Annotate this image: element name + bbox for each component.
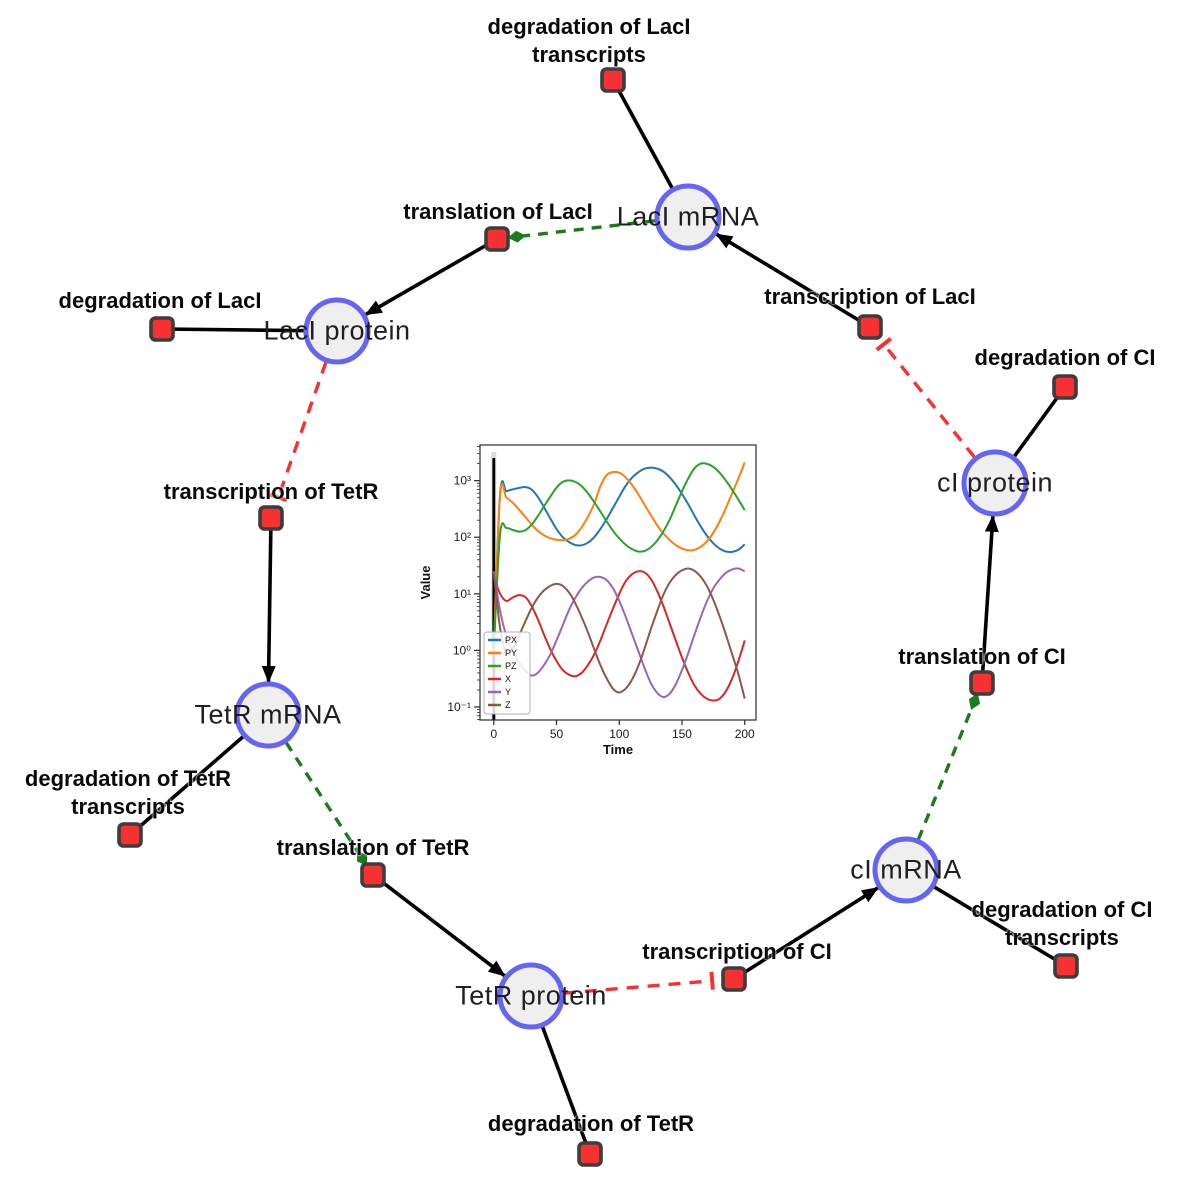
species-node-tetR-protein[interactable]	[497, 962, 565, 1030]
y-tick-label: 10¹	[454, 587, 471, 601]
edge-catalysis-cI-mRNA-to-transl-cI	[916, 693, 981, 841]
legend-label-Z: Z	[505, 700, 511, 710]
time-series-inset: 10⁻¹ 10⁰ 10¹ 10² 10³ 0 50 100 150 200 Time Value PX P…	[408, 432, 768, 762]
reaction-node-deg-lacI-tx[interactable]	[600, 67, 626, 93]
edge-production-tx-tetR-to-tetR-mRNA	[261, 517, 276, 683]
series-line-Y	[492, 567, 746, 699]
reaction-node-deg-cI-tx[interactable]	[1053, 953, 1079, 979]
edge-production-transl-cI-to-cI-protein	[980, 514, 999, 684]
legend-label-PX: PX	[505, 635, 517, 645]
y-axis-title: Value	[418, 566, 433, 600]
species-node-cI-protein[interactable]	[961, 449, 1029, 517]
reaction-node-tx-tetR[interactable]	[258, 505, 284, 531]
series-line-PX	[492, 466, 746, 651]
x-tick-label: 100	[609, 727, 629, 741]
curves-layer	[492, 462, 746, 702]
edge-inhibition-cI-protein-to-tx-lacI	[875, 337, 976, 459]
edge-catalysis-lacI-mRNA-to-transl-lacI	[507, 219, 656, 243]
series-line-PY	[492, 462, 746, 651]
species-node-lacI-protein[interactable]	[303, 297, 371, 365]
legend-label-PZ: PZ	[505, 661, 517, 671]
plot-legend: PX PY PZ XYZ	[483, 631, 531, 715]
reaction-node-transl-lacI[interactable]	[484, 226, 510, 252]
x-tick-label: 200	[735, 727, 755, 741]
y-tick-label: 10²	[454, 530, 471, 544]
species-node-tetR-mRNA[interactable]	[234, 681, 302, 749]
series-line-X	[492, 570, 746, 702]
edge-production-tx-lacI-to-lacI-mRNA	[715, 232, 871, 329]
legend-label-PY: PY	[505, 648, 517, 658]
edge-production-tx-cI-to-cI-mRNA	[733, 886, 880, 981]
reaction-node-deg-tetR[interactable]	[577, 1141, 603, 1167]
legend-label-Y: Y	[505, 687, 511, 697]
x-tick-label: 150	[672, 727, 692, 741]
edge-production-transl-tetR-to-tetR-protein	[371, 873, 506, 978]
reaction-node-deg-tetR-tx[interactable]	[117, 822, 143, 848]
species-node-lacI-mRNA[interactable]	[654, 183, 722, 251]
species-node-cI-mRNA[interactable]	[872, 836, 940, 904]
y-tick-label: 10⁻¹	[447, 700, 471, 714]
axis-ticks: 10⁻¹ 10⁰ 10¹ 10² 10³ 0 50 100 150 200	[447, 446, 755, 741]
edge-inhibition-lacI-protein-to-tx-tetR	[269, 361, 328, 503]
edge-layer	[128, 79, 1067, 1155]
reaction-node-tx-lacI[interactable]	[857, 314, 883, 340]
y-tick-label: 10⁰	[453, 643, 471, 657]
reaction-node-transl-cI[interactable]	[969, 670, 995, 696]
axes-frame	[479, 444, 757, 721]
edge-catalysis-tetR-mRNA-to-transl-tetR	[284, 741, 368, 866]
legend-label-X: X	[505, 674, 511, 684]
x-axis-title: Time	[603, 742, 633, 757]
series-line-Z	[492, 567, 746, 699]
reaction-node-deg-lacI[interactable]	[149, 316, 175, 342]
node-layer	[117, 67, 1079, 1167]
reaction-node-tx-cI[interactable]	[721, 966, 747, 992]
reaction-node-transl-tetR[interactable]	[360, 862, 386, 888]
series-line-PZ	[492, 462, 746, 651]
x-tick-label: 50	[550, 727, 564, 741]
edge-inhibition-tetR-protein-to-tx-cI	[563, 971, 715, 995]
reaction-node-deg-cI[interactable]	[1052, 374, 1078, 400]
y-tick-label: 10³	[454, 474, 471, 488]
edge-production-transl-lacI-to-lacI-protein	[364, 237, 498, 317]
x-tick-label: 0	[490, 727, 497, 741]
